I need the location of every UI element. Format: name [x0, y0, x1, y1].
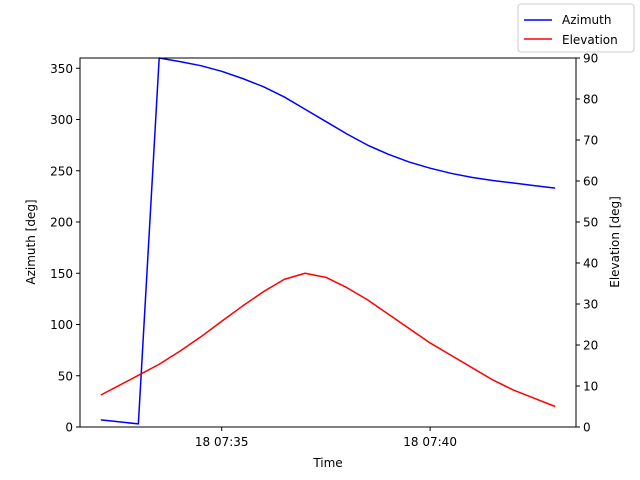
right-tick-label: 10	[583, 380, 598, 394]
right-tick-label: 60	[583, 175, 598, 189]
left-tick-label: 200	[50, 216, 73, 230]
left-tick-label: 150	[50, 267, 73, 281]
right-tick-label: 40	[583, 257, 598, 271]
right-tick-label: 90	[583, 52, 598, 66]
left-tick-label: 350	[50, 62, 73, 76]
series-line-elevation	[100, 272, 556, 408]
right-tick-label: 0	[583, 421, 591, 435]
x-axis-label: Time	[312, 456, 342, 470]
right-tick-label: 50	[583, 216, 598, 230]
right-tick-label: 80	[583, 93, 598, 107]
plot-frame	[79, 57, 577, 428]
left-tick-label: 50	[58, 369, 73, 383]
x-axis-ticks: 18 07:35 18 07:40	[195, 427, 457, 449]
left-tick-label: 0	[65, 421, 73, 435]
right-tick-label: 30	[583, 298, 598, 312]
left-tick-label: 250	[50, 164, 73, 178]
right-tick-label: 20	[583, 339, 598, 353]
legend-label-elevation: Elevation	[562, 33, 618, 47]
series-layer	[100, 57, 556, 425]
x-tick-label: 18 07:35	[195, 435, 249, 449]
left-axis-label: Azimuth [deg]	[24, 199, 38, 284]
plot-background	[80, 58, 576, 427]
legend-box	[517, 3, 635, 53]
right-axis-label: Elevation [deg]	[608, 196, 622, 288]
series-line-azimuth	[100, 57, 556, 425]
right-axis-ticks: 0 10 20 30 40 50 60 70 80 90	[576, 52, 598, 435]
right-tick-label: 70	[583, 134, 598, 148]
legend-label-azimuth: Azimuth	[562, 13, 611, 27]
left-axis-ticks: 0 50 100 150 200 250 300 350	[50, 62, 80, 435]
x-tick-label: 18 07:40	[403, 435, 457, 449]
legend: Azimuth Elevation	[517, 3, 635, 53]
left-tick-label: 300	[50, 113, 73, 127]
left-tick-label: 100	[50, 318, 73, 332]
